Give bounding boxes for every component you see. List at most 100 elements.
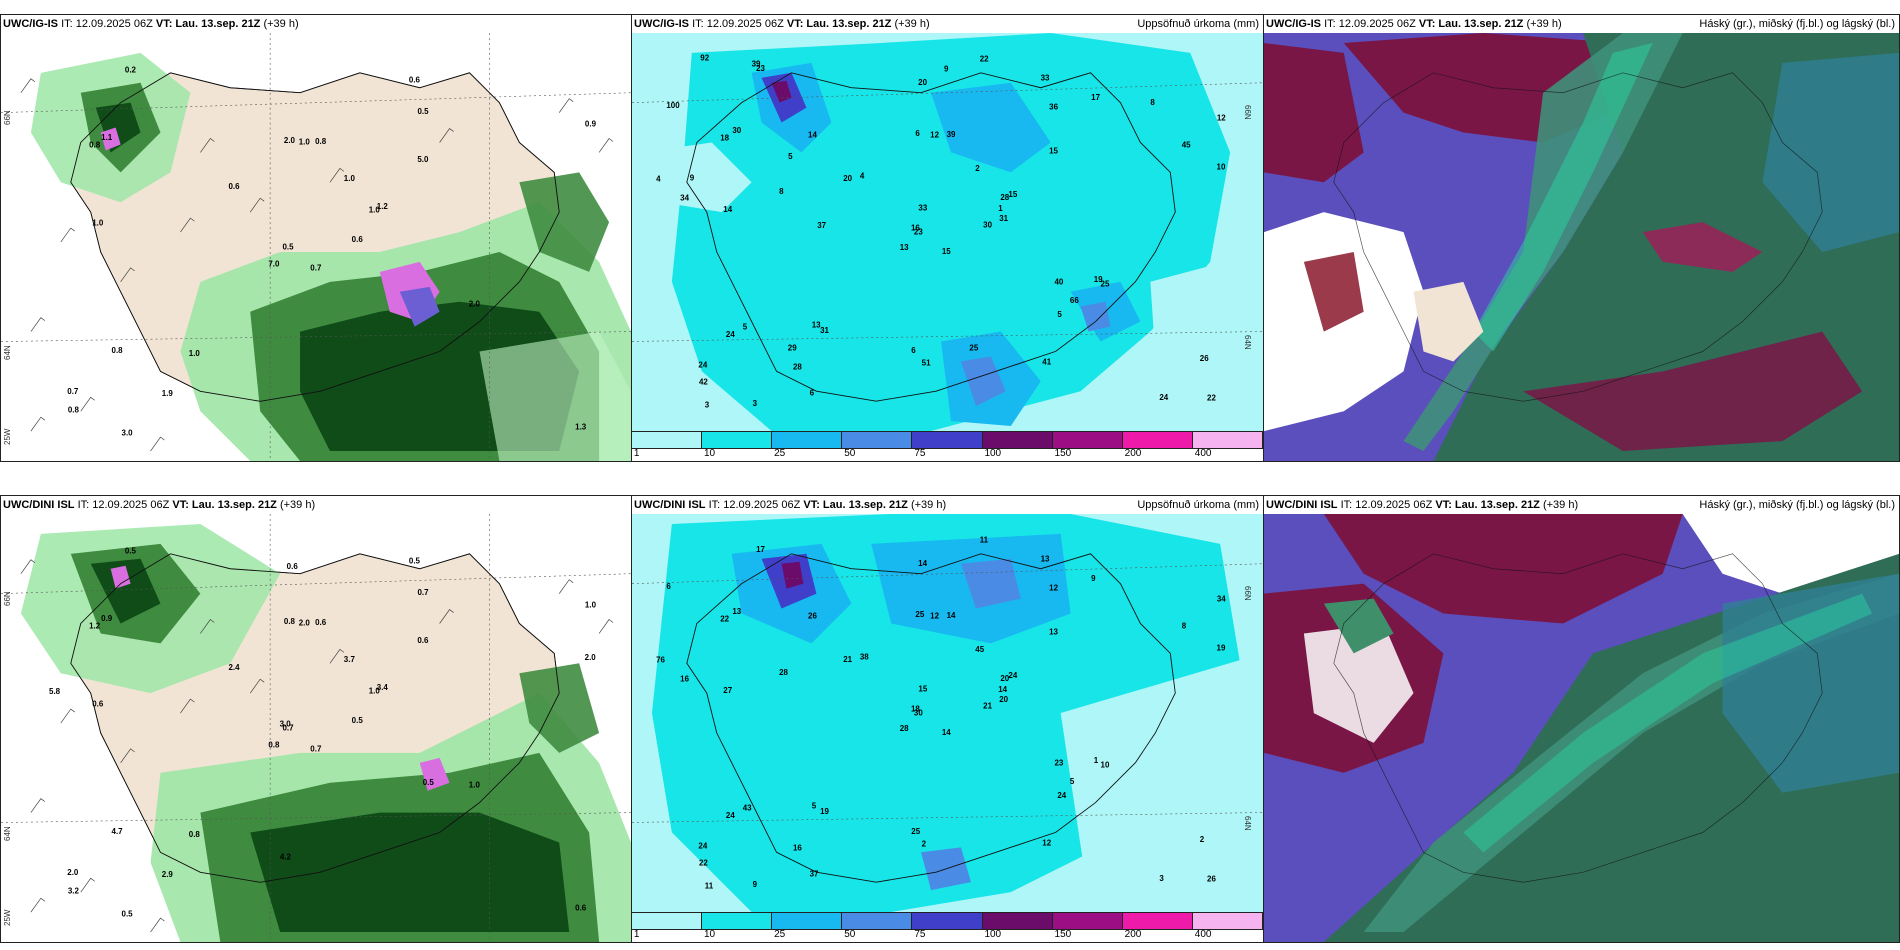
panel-accum-precip-dini: UWC/DINI ISL IT: 12.09.2025 06Z VT: Lau.…: [631, 495, 1264, 943]
precip-value-label: 15: [942, 247, 951, 256]
precip-value-label: 0.8: [68, 405, 80, 414]
precip-value-label: 17: [1091, 93, 1100, 102]
precip-value-label: 24: [698, 842, 707, 851]
precip-value-label: 19: [1094, 275, 1103, 284]
precip-value-label: 5: [743, 323, 748, 332]
precip-value-label: 1.1: [101, 133, 113, 142]
precip-value-label: 5: [812, 802, 817, 811]
precip-value-label: 29: [788, 343, 797, 352]
precip-value-label: 0.2: [125, 65, 137, 74]
map-accum-precip: 15 18 23 24 28 31 33 39 36 30 23 22 14 12 13 15 3 6 2 5 4 42 2…: [632, 33, 1263, 431]
map-canvas: 0.7 1.2 0.7 2.0 1.0 0.8 0.5 0.6 0.7 0.5 0.5 0.6 0.6 1…: [1, 514, 631, 942]
precip-value-label: 1: [998, 204, 1003, 213]
precip-value-label: 24: [1008, 671, 1017, 680]
field-title: Uppsöfnuð úrkoma (mm): [1137, 496, 1259, 514]
precip-value-label: 3.4: [377, 683, 389, 692]
precip-value-label: 14: [723, 205, 732, 214]
precip-value-label: 5: [1070, 777, 1075, 786]
precip-value-label: 0.8: [315, 137, 327, 146]
precip-value-label: 4: [860, 171, 865, 180]
precip-value-label: 13: [732, 607, 741, 616]
colorbar-label: 50: [844, 929, 855, 941]
map-wind-precip: 0.7 1.2 0.7 2.0 1.0 0.8 0.5 0.6 0.7 0.5 0.5 0.6 0.6 1…: [1, 514, 631, 942]
precip-value-label: 0.7: [67, 387, 79, 396]
colorbar-label: 100: [984, 448, 1001, 460]
precip-value-label: 0.6: [92, 699, 104, 708]
lead-time: (+39 h): [280, 499, 315, 511]
precip-value-label: 23: [1054, 759, 1063, 768]
precip-value-label: 12: [930, 130, 939, 139]
issue-time: IT: 12.09.2025 06Z: [692, 18, 784, 30]
precip-value-label: 40: [1054, 278, 1063, 287]
precip-value-label: 19: [820, 807, 829, 816]
precip-value-label: 0.7: [417, 588, 429, 597]
colorbar-label: 50: [844, 448, 855, 460]
precip-value-label: 28: [779, 668, 788, 677]
model-name: UWC/IG-IS: [1266, 18, 1321, 30]
precip-value-label: 13: [1049, 628, 1058, 637]
panel-clouds-igis: UWC/IG-IS IT: 12.09.2025 06Z VT: Lau. 13…: [1263, 14, 1900, 462]
field-title: Háský (gr.), miðský (fj.bl.) og lágský (…: [1699, 496, 1895, 514]
precip-value-label: 1.3: [575, 422, 587, 431]
precip-value-label: 14: [918, 559, 927, 568]
colorbar-label: 200: [1125, 448, 1142, 460]
precip-value-label: 4.7: [112, 827, 124, 836]
precip-value-label: 0.8: [112, 346, 124, 355]
colorbar-swatch: [772, 432, 842, 448]
precip-value-label: 1.0: [92, 218, 104, 227]
panel-accum-precip-igis: UWC/IG-IS IT: 12.09.2025 06Z VT: Lau. 13…: [631, 14, 1264, 462]
precip-value-label: 3.0: [280, 719, 292, 728]
precip-value-label: 0.5: [423, 778, 435, 787]
colorbar-label: 400: [1195, 929, 1212, 941]
precip-value-label: 16: [911, 224, 920, 233]
precip-value-label: 14: [947, 611, 956, 620]
precip-value-label: 0.5: [409, 557, 421, 566]
precip-value-label: 45: [975, 645, 984, 654]
precip-value-label: 8: [779, 187, 784, 196]
precip-value-label: 6: [810, 388, 815, 397]
colorbar-swatch: [1053, 432, 1123, 448]
map-clouds: [1264, 33, 1899, 461]
precip-value-label: 2.0: [299, 619, 311, 628]
precip-value-label: 20: [918, 78, 927, 87]
lat-label-66n: 66N: [3, 110, 12, 125]
precip-value-label: 34: [1217, 595, 1226, 604]
lat-label-64n: 64N: [3, 345, 12, 360]
precip-value-label: 0.7: [310, 745, 322, 754]
precip-value-label: 0.9: [585, 119, 597, 128]
issue-time: IT: 12.09.2025 06Z: [61, 18, 153, 30]
precip-value-label: 0.8: [284, 617, 296, 626]
panel-clouds-dini: UWC/DINI ISL IT: 12.09.2025 06Z VT: Lau.…: [1263, 495, 1900, 943]
precip-value-label: 18: [911, 705, 920, 714]
precip-value-label: 0.8: [89, 141, 101, 150]
issue-time: IT: 12.09.2025 06Z: [78, 499, 170, 511]
colorbar-label: 10: [704, 929, 715, 941]
precip-value-label: 39: [752, 59, 761, 68]
issue-time: IT: 12.09.2025 06Z: [1324, 18, 1416, 30]
precip-value-label: 13: [812, 321, 821, 330]
map-clouds: [1264, 514, 1899, 942]
model-name: UWC/DINI ISL: [1266, 499, 1338, 511]
lat-label-64n: 64N: [1243, 335, 1252, 350]
precip-value-label: 14: [998, 685, 1007, 694]
precip-value-label: 9: [690, 173, 695, 182]
precip-value-label: 33: [1041, 73, 1050, 82]
field-title: Háský (gr.), miðský (fj.bl.) og lágský (…: [1699, 15, 1895, 33]
precip-value-label: 14: [808, 131, 817, 140]
precip-value-label: 41: [1042, 357, 1051, 366]
precip-value-label: 0.6: [315, 618, 327, 627]
precip-value-label: 0.5: [352, 716, 364, 725]
precip-value-label: 8: [1150, 98, 1155, 107]
precip-value-label: 1.2: [89, 622, 101, 631]
valid-time-prefix: VT:: [787, 18, 804, 30]
precip-value-label: 6: [911, 346, 916, 355]
precip-value-label: 0.5: [417, 107, 429, 116]
precip-value-label: 20: [999, 695, 1008, 704]
precip-value-label: 26: [1207, 874, 1216, 883]
precip-value-label: 15: [918, 684, 927, 693]
issue-time: IT: 12.09.2025 06Z: [709, 499, 801, 511]
precip-value-label: 13: [1041, 554, 1050, 563]
precip-value-label: 0.8: [268, 741, 280, 750]
precip-value-label: 25: [915, 610, 924, 619]
precip-value-label: 5.8: [49, 687, 61, 696]
